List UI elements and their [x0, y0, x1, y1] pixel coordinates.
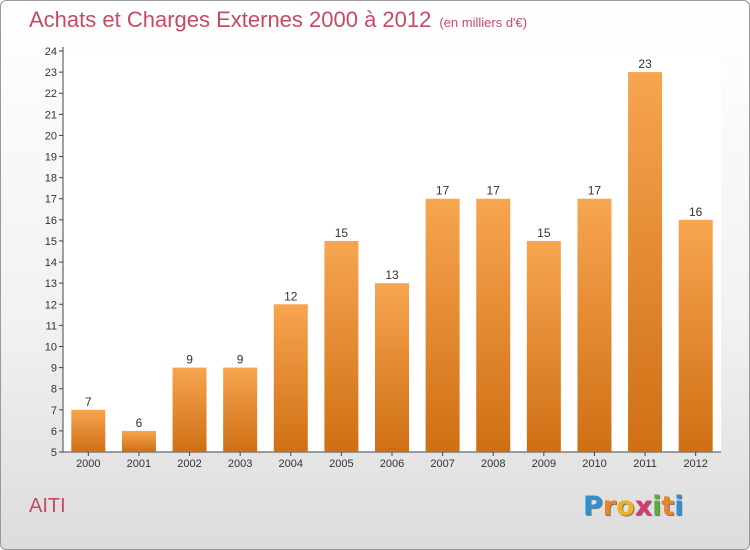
bar-value-label: 16 [689, 205, 703, 219]
chart-title: Achats et Charges Externes 2000 à 2012 (e… [29, 7, 527, 33]
bar-value-label: 6 [136, 416, 143, 430]
y-tick-label: 14 [45, 257, 57, 269]
y-tick-label: 11 [46, 320, 57, 332]
x-tick-label: 2010 [582, 458, 606, 470]
y-tick-label: 16 [45, 215, 57, 227]
x-tick-label: 2007 [430, 458, 454, 470]
logo-letter: i [652, 491, 662, 522]
y-tick-label: 8 [51, 384, 57, 396]
x-tick-label: 2009 [532, 458, 556, 470]
logo-letter: i [674, 491, 684, 522]
logo-letter: x [634, 491, 653, 522]
bar [375, 283, 409, 452]
logo-letter: r [602, 491, 617, 522]
x-tick-label: 2001 [127, 458, 151, 470]
bar-value-label: 12 [284, 289, 298, 303]
x-tick-label: 2002 [177, 458, 201, 470]
bar [121, 430, 156, 452]
bar [223, 367, 258, 452]
y-tick-label: 24 [45, 46, 57, 58]
x-tick-label: 2003 [228, 458, 252, 470]
logo-letter: t [661, 491, 675, 522]
bar [71, 409, 106, 452]
bar [628, 72, 663, 453]
bar-value-label: 17 [487, 184, 501, 198]
y-tick-label: 5 [51, 447, 57, 459]
x-tick-label: 2005 [329, 458, 353, 470]
bar [172, 367, 207, 452]
y-tick-label: 19 [45, 152, 57, 164]
unit-text: (en milliers d'€) [439, 15, 528, 30]
y-tick-label: 9 [51, 363, 57, 375]
x-tick-label: 2012 [683, 458, 707, 470]
bar-value-label: 15 [537, 226, 551, 240]
logo-letter: o [616, 491, 635, 522]
bar [273, 304, 308, 452]
bar [425, 198, 460, 452]
y-tick-label: 15 [45, 236, 57, 248]
y-tick-label: 18 [45, 173, 57, 185]
bar-value-label: 15 [335, 226, 349, 240]
y-tick-label: 22 [45, 88, 57, 100]
bar [678, 219, 713, 452]
bar-value-label: 13 [385, 268, 399, 282]
x-tick-label: 2006 [380, 458, 404, 470]
bar [577, 198, 612, 452]
bar-value-label: 17 [588, 184, 602, 198]
x-tick-label: 2000 [76, 458, 100, 470]
bar-value-label: 9 [237, 353, 244, 367]
bar-value-label: 9 [186, 353, 193, 367]
x-tick-label: 2004 [279, 458, 303, 470]
bar-value-label: 7 [85, 395, 92, 409]
logo-letter: P [583, 491, 603, 522]
y-tick-label: 6 [51, 426, 57, 438]
title-text: Achats et Charges Externes 2000 à 2012 [29, 7, 432, 32]
y-tick-label: 7 [51, 405, 57, 417]
bar [476, 198, 511, 452]
bar-value-label: 17 [436, 184, 450, 198]
proxiti-logo: Proxiti [583, 491, 684, 522]
x-tick-label: 2008 [481, 458, 505, 470]
bar [324, 240, 359, 452]
y-tick-label: 13 [45, 278, 57, 290]
commune-name: AITI [29, 495, 66, 517]
y-tick-label: 21 [45, 109, 57, 121]
y-tick-label: 20 [45, 130, 57, 142]
y-tick-label: 17 [45, 194, 57, 206]
y-tick-label: 10 [45, 341, 57, 353]
y-tick-label: 12 [45, 299, 57, 311]
y-tick-label: 23 [45, 67, 57, 79]
bar [526, 240, 561, 452]
x-tick-label: 2011 [633, 458, 657, 470]
bar-value-label: 23 [638, 57, 652, 71]
